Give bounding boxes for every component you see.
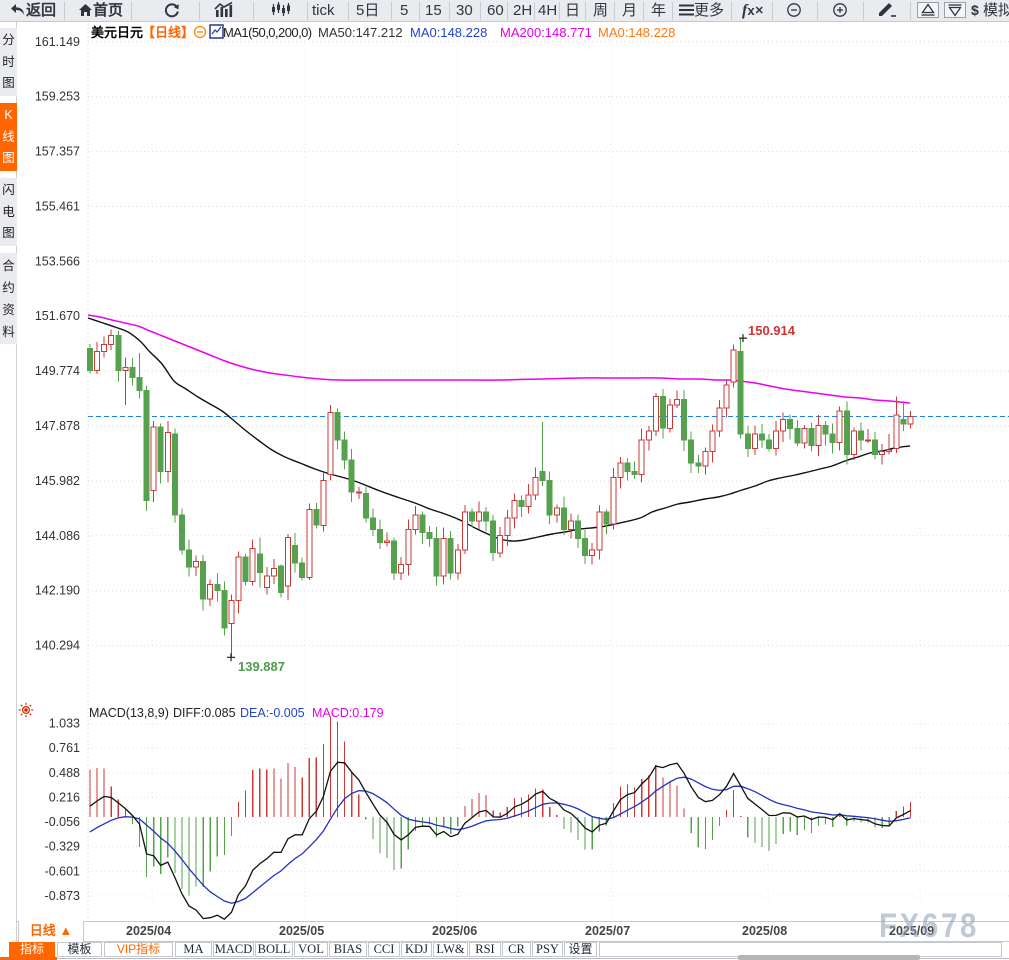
svg-text:144.086: 144.086 bbox=[35, 529, 80, 543]
svg-text:139.887: 139.887 bbox=[238, 659, 285, 674]
svg-text:161.149: 161.149 bbox=[35, 35, 80, 49]
svg-text:MA0:148.228: MA0:148.228 bbox=[598, 25, 675, 40]
svg-text:MA0:148.228: MA0:148.228 bbox=[410, 25, 487, 40]
svg-text:140.294: 140.294 bbox=[35, 639, 80, 653]
svg-text:150.914: 150.914 bbox=[748, 323, 796, 338]
svg-text:【日线】: 【日线】 bbox=[142, 25, 194, 40]
svg-text:1.033: 1.033 bbox=[49, 717, 80, 731]
svg-text:147.878: 147.878 bbox=[35, 419, 80, 433]
svg-text:美元日元: 美元日元 bbox=[91, 25, 143, 40]
svg-text:149.774: 149.774 bbox=[35, 364, 80, 378]
svg-text:0.488: 0.488 bbox=[49, 766, 80, 780]
svg-text:MACD:0.179: MACD:0.179 bbox=[312, 706, 384, 720]
svg-text:DIFF:0.085: DIFF:0.085 bbox=[173, 706, 236, 720]
svg-text:142.190: 142.190 bbox=[35, 584, 80, 598]
svg-text:-0.873: -0.873 bbox=[45, 889, 80, 903]
svg-text:MA50:147.212: MA50:147.212 bbox=[318, 25, 403, 40]
svg-text:-0.601: -0.601 bbox=[45, 864, 80, 878]
svg-text:151.670: 151.670 bbox=[35, 309, 80, 323]
svg-text:157.357: 157.357 bbox=[35, 145, 80, 159]
svg-text:DEA:-0.005: DEA:-0.005 bbox=[240, 706, 305, 720]
svg-text:MA200:148.771: MA200:148.771 bbox=[500, 25, 592, 40]
svg-text:153.566: 153.566 bbox=[35, 254, 80, 268]
svg-text:-0.056: -0.056 bbox=[45, 815, 80, 829]
svg-text:155.461: 155.461 bbox=[35, 200, 80, 214]
svg-text:-0.329: -0.329 bbox=[45, 840, 80, 854]
svg-text:MA1(50,0,200,0): MA1(50,0,200,0) bbox=[223, 25, 312, 40]
svg-text:145.982: 145.982 bbox=[35, 474, 80, 488]
svg-text:MACD(13,8,9): MACD(13,8,9) bbox=[89, 706, 169, 720]
svg-text:159.253: 159.253 bbox=[35, 90, 80, 104]
svg-text:0.216: 0.216 bbox=[49, 791, 80, 805]
svg-text:0.761: 0.761 bbox=[49, 741, 80, 755]
